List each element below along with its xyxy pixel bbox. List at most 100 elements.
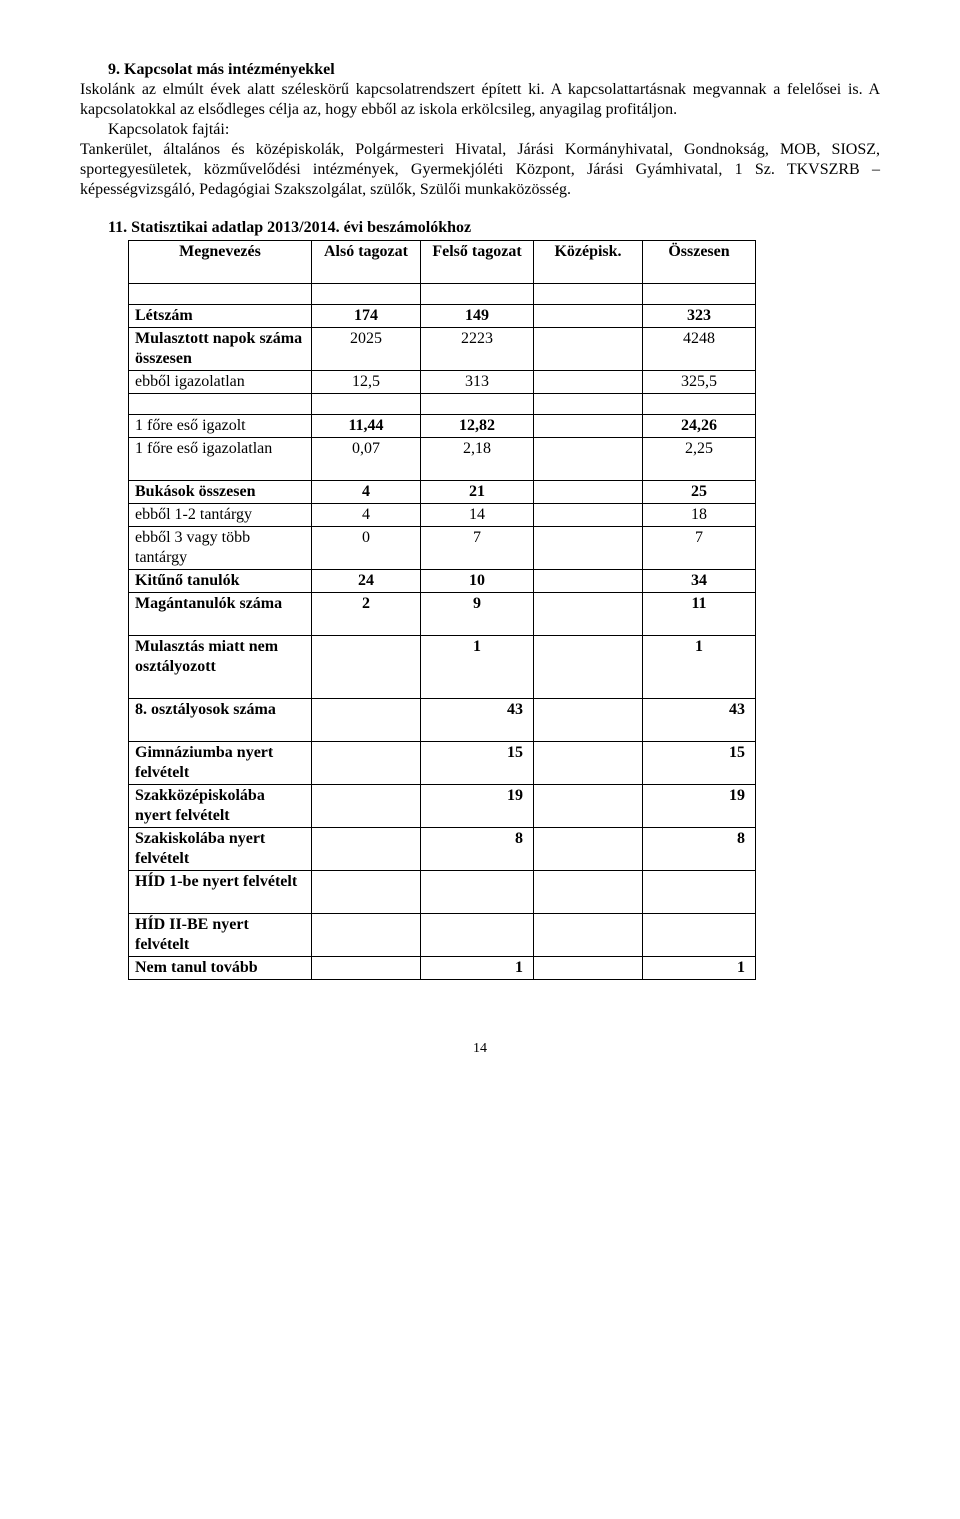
cell [312, 957, 421, 980]
table-row: ebből 1-2 tantárgy 4 14 18 [129, 504, 756, 527]
cell [312, 742, 421, 785]
section-9-block: 9. Kapcsolat más intézményekkel Iskolánk… [80, 60, 880, 200]
cell: 8 [643, 828, 756, 871]
cell: 8 [421, 828, 534, 871]
cell: 11 [643, 593, 756, 636]
cell: 34 [643, 570, 756, 593]
cell: 7 [643, 527, 756, 570]
cell-label: Mulasztás miatt nem osztályozott [129, 636, 312, 699]
stats-title: 11. Statisztikai adatlap 2013/2014. évi … [80, 218, 880, 238]
cell: 1 [643, 636, 756, 699]
cell [534, 699, 643, 742]
cell: 11,44 [312, 415, 421, 438]
cell [534, 481, 643, 504]
th-lower: Alsó tagozat [312, 241, 421, 284]
cell: 10 [421, 570, 534, 593]
cell-label: Mulasztott napok száma összesen [129, 328, 312, 371]
cell-label: HÍD II-BE nyert felvételt [129, 914, 312, 957]
cell: 19 [643, 785, 756, 828]
table-row: Bukások összesen 4 21 25 [129, 481, 756, 504]
cell: 7 [421, 527, 534, 570]
table-row: HÍD II-BE nyert felvételt [129, 914, 756, 957]
cell [312, 636, 421, 699]
cell [534, 328, 643, 371]
cell: 24 [312, 570, 421, 593]
cell: 12,82 [421, 415, 534, 438]
th-upper: Felső tagozat [421, 241, 534, 284]
cell [534, 871, 643, 914]
table-row: ebből igazolatlan 12,5 313 325,5 [129, 371, 756, 394]
cell: 21 [421, 481, 534, 504]
cell: 15 [643, 742, 756, 785]
table-row: HÍD 1-be nyert felvételt [129, 871, 756, 914]
cell-label: Szakközépiskolába nyert felvételt [129, 785, 312, 828]
cell [534, 742, 643, 785]
cell: 149 [421, 305, 534, 328]
cell [643, 914, 756, 957]
cell: 2,25 [643, 438, 756, 481]
cell: 18 [643, 504, 756, 527]
cell: 19 [421, 785, 534, 828]
cell: 1 [643, 957, 756, 980]
cell-label: Kitűnő tanulók [129, 570, 312, 593]
table-row: Szakközépiskolába nyert felvételt 19 19 [129, 785, 756, 828]
th-mid: Középisk. [534, 241, 643, 284]
cell-label: Magántanulók száma [129, 593, 312, 636]
table-row: 1 főre eső igazolatlan 0,07 2,18 2,25 [129, 438, 756, 481]
cell: 313 [421, 371, 534, 394]
th-name: Megnevezés [129, 241, 312, 284]
section-9-para1a: Iskolánk az elmúlt évek alatt széleskörű… [80, 81, 880, 118]
cell-label: Szakiskolába nyert felvételt [129, 828, 312, 871]
cell: 9 [421, 593, 534, 636]
cell: 4 [312, 481, 421, 504]
spacer-row [129, 394, 756, 415]
cell [534, 415, 643, 438]
cell-label: 1 főre eső igazolatlan [129, 438, 312, 481]
cell: 24,26 [643, 415, 756, 438]
cell [534, 438, 643, 481]
cell [312, 785, 421, 828]
section-9-title: 9. Kapcsolat más intézményekkel [80, 60, 880, 80]
cell: 2 [312, 593, 421, 636]
cell [534, 828, 643, 871]
cell: 43 [421, 699, 534, 742]
cell: 1 [421, 957, 534, 980]
table-row: Gimnáziumba nyert felvételt 15 15 [129, 742, 756, 785]
table-row: Szakiskolába nyert felvételt 8 8 [129, 828, 756, 871]
cell: 25 [643, 481, 756, 504]
cell: 15 [421, 742, 534, 785]
cell [312, 699, 421, 742]
cell: 14 [421, 504, 534, 527]
cell [534, 305, 643, 328]
spacer-row [129, 284, 756, 305]
cell: 0 [312, 527, 421, 570]
table-row: Magántanulók száma 2 9 11 [129, 593, 756, 636]
cell-label: ebből igazolatlan [129, 371, 312, 394]
table-row: 8. osztályosok száma 43 43 [129, 699, 756, 742]
cell: 4248 [643, 328, 756, 371]
cell-label: Nem tanul tovább [129, 957, 312, 980]
section-9-para2: Tankerület, általános és középiskolák, P… [80, 141, 880, 198]
cell-label: Gimnáziumba nyert felvételt [129, 742, 312, 785]
table-row: 1 főre eső igazolt 11,44 12,82 24,26 [129, 415, 756, 438]
cell-label: Létszám [129, 305, 312, 328]
cell: 2223 [421, 328, 534, 371]
cell: 1 [421, 636, 534, 699]
cell [534, 914, 643, 957]
cell: 325,5 [643, 371, 756, 394]
cell-label: HÍD 1-be nyert felvételt [129, 871, 312, 914]
cell [312, 828, 421, 871]
cell-label: ebből 1-2 tantárgy [129, 504, 312, 527]
cell [643, 871, 756, 914]
cell [534, 957, 643, 980]
cell [312, 871, 421, 914]
cell-label: 8. osztályosok száma [129, 699, 312, 742]
cell [534, 570, 643, 593]
cell: 2,18 [421, 438, 534, 481]
cell: 323 [643, 305, 756, 328]
cell [534, 636, 643, 699]
cell-label: 1 főre eső igazolt [129, 415, 312, 438]
cell: 174 [312, 305, 421, 328]
cell [534, 527, 643, 570]
cell [534, 371, 643, 394]
